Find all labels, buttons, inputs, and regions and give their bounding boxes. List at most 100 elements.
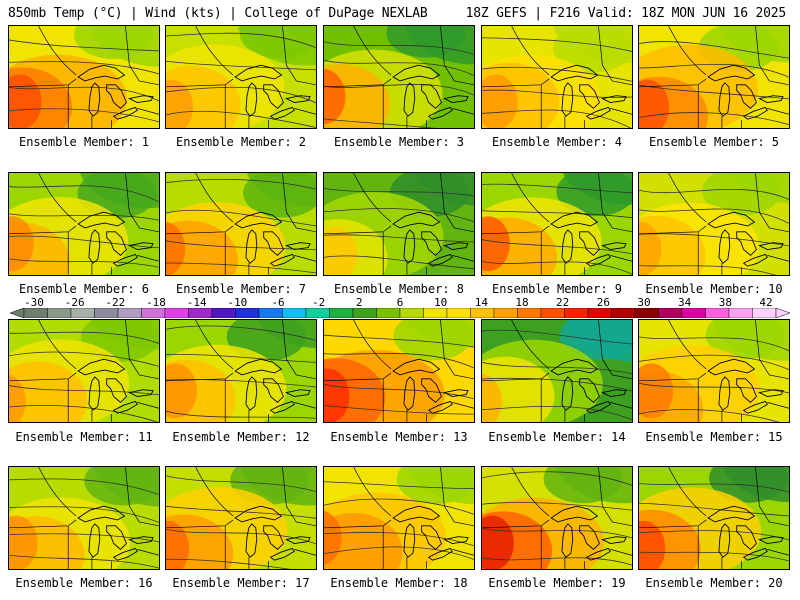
state-boundary xyxy=(767,255,789,262)
great-lake-outline xyxy=(736,525,757,550)
colorbar-segment xyxy=(23,308,48,318)
great-lake-outline xyxy=(269,400,295,414)
ensemble-member-panel xyxy=(481,172,633,276)
temperature-field-map xyxy=(166,173,316,275)
height-contour xyxy=(482,557,632,566)
height-contour xyxy=(166,32,316,49)
great-lake-outline xyxy=(579,84,600,109)
great-lake-outline xyxy=(234,211,283,229)
state-boundary xyxy=(668,467,707,517)
great-lake-outline xyxy=(285,536,311,544)
state-boundary xyxy=(282,320,316,380)
temperature-shade xyxy=(639,363,674,419)
colorbar-tick-label: 34 xyxy=(678,296,692,309)
great-lake-outline xyxy=(403,229,416,264)
great-lake-outline xyxy=(707,64,756,82)
ensemble-member-panel xyxy=(638,172,790,276)
temperature-shade xyxy=(324,368,350,422)
temperature-shade xyxy=(386,26,466,58)
height-contour xyxy=(639,336,789,352)
great-lake-outline xyxy=(718,523,731,558)
temperature-shade xyxy=(709,467,789,503)
state-boundary xyxy=(668,26,707,76)
height-contour xyxy=(324,188,474,197)
great-lake-outline xyxy=(421,231,442,256)
colorbar-segment xyxy=(282,308,307,318)
state-boundary xyxy=(440,467,474,527)
height-contour xyxy=(482,37,632,52)
state-boundary xyxy=(452,402,474,409)
great-lake-outline xyxy=(112,400,138,414)
great-lake-outline xyxy=(106,84,127,109)
great-lake-outline xyxy=(421,378,442,403)
height-contour xyxy=(324,118,436,128)
state-boundary xyxy=(195,320,234,370)
state-boundary xyxy=(440,26,474,86)
state-boundary xyxy=(511,173,550,223)
ensemble-member-panel xyxy=(323,172,475,276)
ensemble-member-label: Ensemble Member: 5 xyxy=(648,135,780,149)
colorbar-segment xyxy=(446,308,471,318)
great-lake-outline xyxy=(742,106,768,120)
ensemble-member-panel xyxy=(638,466,790,570)
height-contour xyxy=(324,83,474,96)
great-lake-outline xyxy=(601,536,627,544)
state-boundary xyxy=(294,255,316,262)
height-contour xyxy=(9,108,159,123)
height-contour xyxy=(9,554,159,569)
height-contour xyxy=(324,41,474,55)
great-lake-outline xyxy=(245,376,258,411)
ensemble-member-panel xyxy=(8,319,160,423)
great-lake-outline xyxy=(403,523,416,558)
ensemble-member-panel xyxy=(8,25,160,129)
height-contour xyxy=(639,551,789,562)
colorbar-segment xyxy=(399,308,424,318)
height-contour xyxy=(482,210,632,219)
state-boundary xyxy=(195,173,234,223)
height-contour xyxy=(166,410,316,419)
temperature-shade xyxy=(166,220,238,275)
state-boundary xyxy=(767,402,789,409)
height-contour xyxy=(639,530,789,541)
height-contour xyxy=(166,110,316,128)
temperature-field-map xyxy=(166,467,316,569)
state-boundary xyxy=(598,320,632,380)
height-contour xyxy=(324,498,474,515)
state-boundary xyxy=(282,26,316,86)
height-contour xyxy=(9,235,159,249)
great-lake-outline xyxy=(427,400,453,414)
colorbar-segment xyxy=(611,308,636,318)
state-boundary xyxy=(282,467,316,527)
temperature-field-map xyxy=(9,467,159,569)
colorbar-tick-label: -18 xyxy=(146,296,166,309)
great-lake-outline xyxy=(601,389,627,397)
great-lake-outline xyxy=(718,376,731,411)
state-boundary xyxy=(610,402,632,409)
height-contour xyxy=(639,112,789,125)
state-boundary xyxy=(137,402,159,409)
temperature-shade xyxy=(482,216,510,272)
great-lake-outline xyxy=(392,64,441,82)
colorbar-tick-label: -22 xyxy=(105,296,126,309)
temperature-field-map xyxy=(9,173,159,275)
ensemble-member-panel xyxy=(638,25,790,129)
great-lake-outline xyxy=(707,358,756,376)
colorbar-segment xyxy=(728,308,753,318)
state-boundary xyxy=(598,173,632,233)
state-boundary xyxy=(195,467,234,517)
great-lake-outline xyxy=(421,84,442,109)
temperature-shade xyxy=(324,226,358,275)
great-lake-outline xyxy=(758,389,784,397)
great-lake-outline xyxy=(758,536,784,544)
height-contour xyxy=(639,409,780,422)
temperature-field-map xyxy=(9,320,159,422)
temperature-shade xyxy=(482,373,502,422)
great-lake-outline xyxy=(550,64,599,82)
state-boundary xyxy=(755,26,789,86)
great-lake-outline xyxy=(77,358,126,376)
height-contour xyxy=(166,558,291,569)
state-boundary xyxy=(38,26,77,76)
state-boundary xyxy=(38,173,77,223)
height-contour xyxy=(639,188,789,200)
temperature-field-map xyxy=(482,173,632,275)
